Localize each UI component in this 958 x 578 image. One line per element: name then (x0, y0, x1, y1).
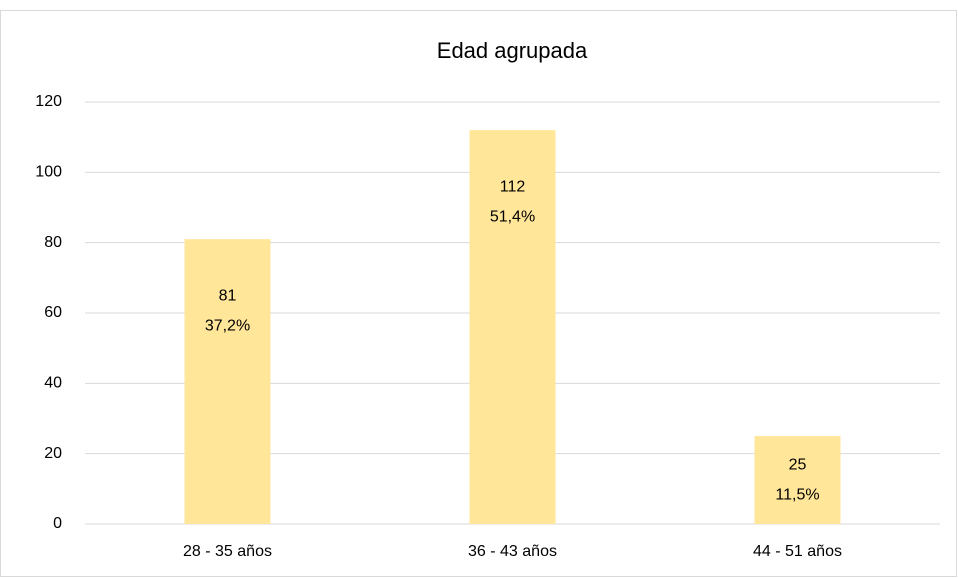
data-label-share: 37,2% (205, 317, 250, 334)
y-tick-label: 60 (44, 304, 62, 321)
data-label-share: 11,5% (775, 486, 819, 503)
data-label: 25 (789, 456, 807, 473)
y-tick-label: 80 (44, 234, 62, 251)
data-label-share: 51,4% (490, 208, 535, 225)
data-label: 112 (500, 178, 526, 195)
x-tick-label: 44 - 51 años (753, 543, 842, 560)
chart-title: Edad agrupada (437, 38, 588, 63)
bar (469, 130, 556, 524)
x-tick-label: 28 - 35 años (183, 543, 272, 560)
y-tick-label: 100 (35, 164, 62, 181)
y-tick-label: 20 (44, 445, 62, 462)
y-tick-label: 0 (53, 515, 62, 532)
y-tick-label: 40 (44, 375, 62, 392)
bar (184, 239, 271, 524)
x-tick-label: 36 - 43 años (468, 543, 557, 560)
y-tick-label: 120 (35, 93, 62, 110)
data-label: 81 (219, 287, 237, 304)
bar (754, 436, 841, 524)
